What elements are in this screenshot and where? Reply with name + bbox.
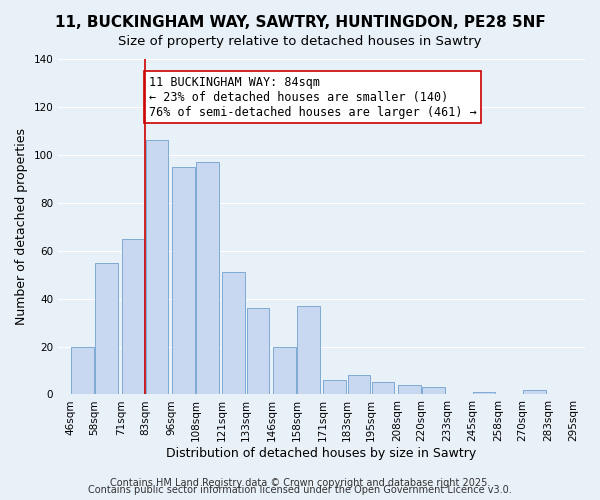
- Bar: [172, 167, 194, 394]
- Bar: [122, 238, 144, 394]
- Text: Contains HM Land Registry data © Crown copyright and database right 2025.: Contains HM Land Registry data © Crown c…: [110, 478, 490, 488]
- Text: 11, BUCKINGHAM WAY, SAWTRY, HUNTINGDON, PE28 5NF: 11, BUCKINGHAM WAY, SAWTRY, HUNTINGDON, …: [55, 15, 545, 30]
- Bar: [247, 308, 269, 394]
- Text: Size of property relative to detached houses in Sawtry: Size of property relative to detached ho…: [118, 35, 482, 48]
- Bar: [323, 380, 346, 394]
- Bar: [473, 392, 496, 394]
- Bar: [71, 346, 94, 395]
- Bar: [422, 388, 445, 394]
- Bar: [523, 390, 546, 394]
- X-axis label: Distribution of detached houses by size in Sawtry: Distribution of detached houses by size …: [166, 447, 477, 460]
- Text: Contains public sector information licensed under the Open Government Licence v3: Contains public sector information licen…: [88, 485, 512, 495]
- Bar: [398, 385, 421, 394]
- Bar: [196, 162, 219, 394]
- Bar: [372, 382, 394, 394]
- Bar: [347, 376, 370, 394]
- Bar: [146, 140, 169, 394]
- Text: 11 BUCKINGHAM WAY: 84sqm
← 23% of detached houses are smaller (140)
76% of semi-: 11 BUCKINGHAM WAY: 84sqm ← 23% of detach…: [149, 76, 477, 119]
- Bar: [223, 272, 245, 394]
- Y-axis label: Number of detached properties: Number of detached properties: [15, 128, 28, 325]
- Bar: [297, 306, 320, 394]
- Bar: [95, 262, 118, 394]
- Bar: [273, 346, 296, 395]
